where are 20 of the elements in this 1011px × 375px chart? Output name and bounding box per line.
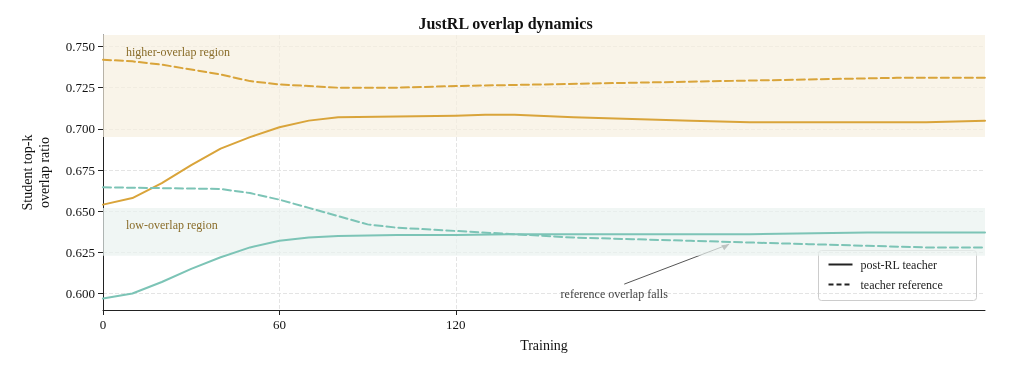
y-axis-title: Student top-k overlap ratio bbox=[20, 134, 52, 211]
y-tick-label: 0.750 bbox=[65, 39, 95, 55]
y-tick-label: 0.725 bbox=[65, 80, 95, 96]
chart-title: JustRL overlap dynamics bbox=[418, 14, 593, 33]
annotation: reference overlap falls bbox=[560, 287, 669, 302]
x-axis-title: Training bbox=[520, 337, 568, 353]
y-tick-label: 0.625 bbox=[65, 244, 95, 260]
band-label: low-overlap region bbox=[126, 217, 218, 232]
annotation: teacher reference bbox=[860, 277, 943, 292]
x-tick-label: 0 bbox=[99, 317, 107, 332]
x-tick-label: 60 bbox=[272, 317, 286, 332]
y-tick-label: 0.700 bbox=[65, 121, 95, 137]
annotation: post-RL teacher bbox=[860, 257, 938, 272]
band-label: higher-overlap region bbox=[126, 45, 231, 59]
y-tick-label: 0.600 bbox=[65, 286, 95, 302]
line-series bbox=[102, 58, 986, 89]
line-series bbox=[102, 113, 986, 206]
x-tick-label: 120 bbox=[446, 317, 466, 332]
y-tick-label: 0.650 bbox=[65, 203, 95, 219]
y-tick-label: 0.675 bbox=[65, 162, 95, 178]
